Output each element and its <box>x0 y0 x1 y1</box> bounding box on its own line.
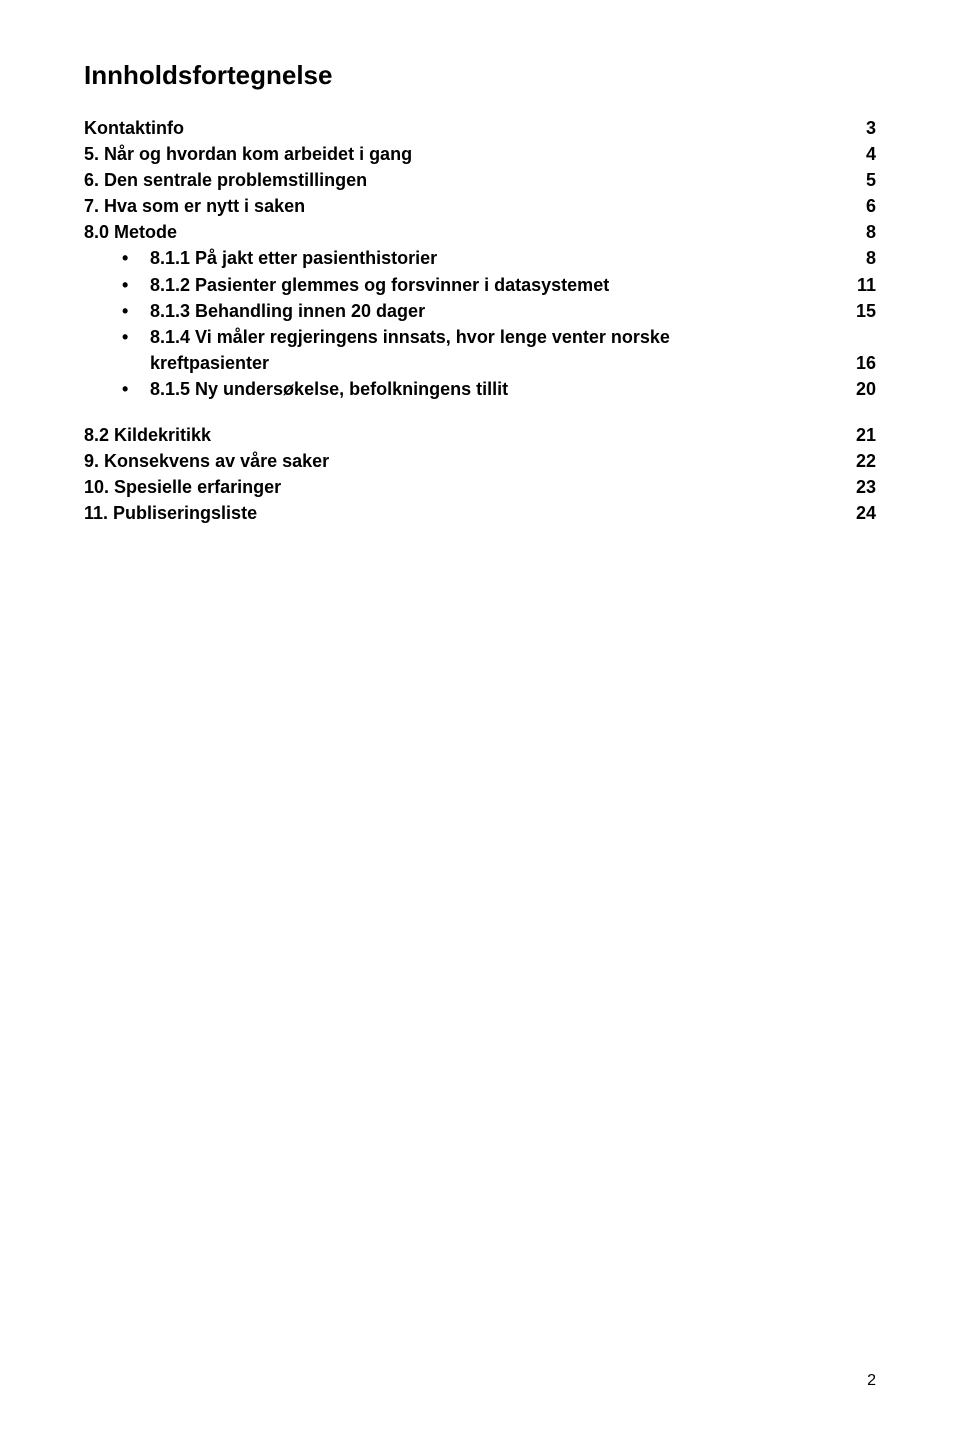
toc-label: 10. Spesielle erfaringer <box>84 474 836 500</box>
toc-label: 8.1.5 Ny undersøkelse, befolkningens til… <box>150 376 836 402</box>
toc-page: 3 <box>836 115 876 141</box>
toc-label: Kontaktinfo <box>84 115 836 141</box>
toc-subentry-8-1-4: 8.1.4 Vi måler regjeringens innsats, hvo… <box>122 324 876 376</box>
toc-page: 4 <box>836 141 876 167</box>
toc-page: 20 <box>836 376 876 402</box>
toc-subentry-8-1-3: 8.1.3 Behandling innen 20 dager 15 <box>122 298 876 324</box>
toc-row: 8.1.4 Vi måler regjeringens innsats, hvo… <box>150 324 876 350</box>
toc-label: kreftpasienter <box>150 350 836 376</box>
toc-row-continuation: kreftpasienter 16 <box>150 350 876 376</box>
toc-row: 8.1.1 På jakt etter pasienthistorier 8 <box>150 245 876 271</box>
toc-page: 24 <box>836 500 876 526</box>
toc-row: 8.1.5 Ny undersøkelse, befolkningens til… <box>150 376 876 402</box>
toc-entry-kontaktinfo: Kontaktinfo 3 <box>84 115 876 141</box>
toc-entry-6: 6. Den sentrale problemstillingen 5 <box>84 167 876 193</box>
toc-page: 5 <box>836 167 876 193</box>
toc-page: 16 <box>836 350 876 376</box>
toc-row: 8.1.2 Pasienter glemmes og forsvinner i … <box>150 272 876 298</box>
toc-sublist: 8.1.1 På jakt etter pasienthistorier 8 8… <box>84 245 876 402</box>
toc-page: 6 <box>836 193 876 219</box>
toc-entry-9: 9. Konsekvens av våre saker 22 <box>84 448 876 474</box>
toc-entry-8-2: 8.2 Kildekritikk 21 <box>84 422 876 448</box>
toc-label: 6. Den sentrale problemstillingen <box>84 167 836 193</box>
toc-label: 8.1.1 På jakt etter pasienthistorier <box>150 245 836 271</box>
toc-page: 11 <box>836 272 876 298</box>
toc-label: 8.1.3 Behandling innen 20 dager <box>150 298 836 324</box>
toc-label: 7. Hva som er nytt i saken <box>84 193 836 219</box>
toc-page: 15 <box>836 298 876 324</box>
toc-subentry-8-1-1: 8.1.1 På jakt etter pasienthistorier 8 <box>122 245 876 271</box>
toc-page: 8 <box>836 245 876 271</box>
toc-page: 21 <box>836 422 876 448</box>
toc-label: 8.1.2 Pasienter glemmes og forsvinner i … <box>150 272 836 298</box>
toc-label: 8.1.4 Vi måler regjeringens innsats, hvo… <box>150 324 836 350</box>
page-number: 2 <box>867 1372 876 1390</box>
table-of-contents: Kontaktinfo 3 5. Når og hvordan kom arbe… <box>84 115 876 526</box>
toc-label: 9. Konsekvens av våre saker <box>84 448 836 474</box>
toc-entry-5: 5. Når og hvordan kom arbeidet i gang 4 <box>84 141 876 167</box>
page-title: Innholdsfortegnelse <box>84 60 876 91</box>
toc-entry-8-0: 8.0 Metode 8 <box>84 219 876 245</box>
toc-entry-10: 10. Spesielle erfaringer 23 <box>84 474 876 500</box>
toc-label: 8.0 Metode <box>84 219 836 245</box>
toc-entry-11: 11. Publiseringsliste 24 <box>84 500 876 526</box>
toc-row: 8.1.3 Behandling innen 20 dager 15 <box>150 298 876 324</box>
toc-subentry-8-1-2: 8.1.2 Pasienter glemmes og forsvinner i … <box>122 272 876 298</box>
toc-page: 23 <box>836 474 876 500</box>
toc-label: 8.2 Kildekritikk <box>84 422 836 448</box>
toc-entry-7: 7. Hva som er nytt i saken 6 <box>84 193 876 219</box>
toc-label: 11. Publiseringsliste <box>84 500 836 526</box>
toc-page: 8 <box>836 219 876 245</box>
spacer <box>84 402 876 422</box>
toc-subentry-8-1-5: 8.1.5 Ny undersøkelse, befolkningens til… <box>122 376 876 402</box>
document-page: Innholdsfortegnelse Kontaktinfo 3 5. Når… <box>0 0 960 1438</box>
toc-page: 22 <box>836 448 876 474</box>
toc-label: 5. Når og hvordan kom arbeidet i gang <box>84 141 836 167</box>
